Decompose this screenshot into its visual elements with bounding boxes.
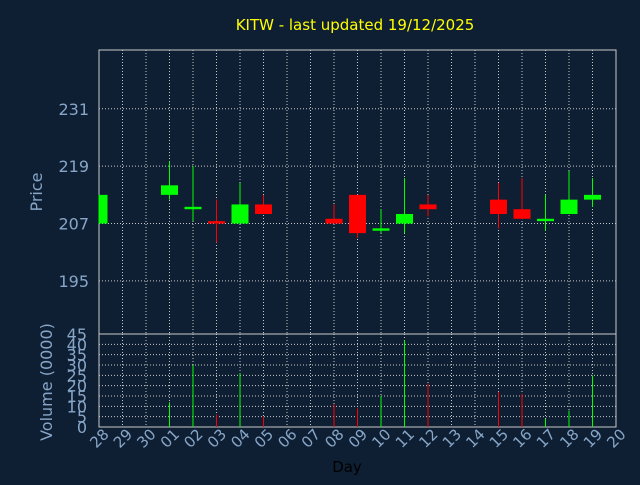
x-axis-label: Day [332,458,362,476]
price-tick-label: 195 [58,272,89,291]
candle-body [396,213,413,224]
volume-tick-label: 15 [67,387,87,406]
candle-body [372,228,390,231]
volume-tick-label: 20 [67,377,87,396]
candle-body [325,218,343,224]
volume-tick-label: 35 [67,346,87,365]
candle-body [184,206,202,210]
x-tick-label: 11 [392,425,418,451]
candle-body [490,199,507,214]
volume-axis-label: Volume (0000) [37,323,56,441]
x-tick-label: 08 [321,425,347,451]
volume-tick-label: 30 [67,356,87,375]
candle-body [231,204,249,224]
x-tick-label: 18 [556,425,582,451]
x-tick-label: 16 [509,425,535,451]
candle-body [349,194,366,234]
candle-body [99,194,108,224]
candles [98,161,601,243]
x-tick-label: 20 [603,425,629,451]
chart-title: KITW - last updated 19/12/2025 [236,16,475,34]
x-tick-label: 14 [462,425,488,451]
candle-body [537,218,554,222]
candle-body [419,204,437,210]
volume-tick-label: 0 [77,418,87,437]
x-tick-label: 10 [368,425,394,451]
price-tick-label: 207 [58,215,89,234]
candle-body [513,209,531,219]
volume-tick-label: 40 [67,335,87,354]
volume-tick-label: 25 [67,366,87,385]
x-tick-label: 06 [274,425,300,451]
x-tick-label: 02 [180,425,206,451]
price-tick-labels: 195 207 219 231 [58,100,89,291]
price-axis-label: Price [27,172,46,211]
x-tick-label: 17 [533,425,559,451]
volume-bars [169,340,593,427]
x-tick-label: 28 [86,425,112,451]
x-tick-label: 03 [204,425,230,451]
x-tick-label: 13 [439,425,465,451]
volume-tick-label: 45 [67,325,87,344]
candle-body [208,221,225,224]
x-tick-label: 30 [133,425,159,451]
x-tick-label: 09 [345,425,371,451]
x-tick-label: 19 [580,425,606,451]
price-tick-label: 219 [58,157,89,176]
x-tick-label: 15 [486,425,512,451]
x-tick-label: 05 [251,425,277,451]
candle-body [560,199,578,214]
x-tick-label: 01 [157,425,183,451]
candle-body [255,204,272,214]
candle-body [161,185,178,195]
price-tick-label: 231 [58,100,89,119]
x-tick-label: 04 [227,425,253,451]
volume-tick-label: 5 [77,408,87,427]
x-tick-label: 07 [298,425,324,451]
volume-tick-label: 10 [67,397,87,416]
x-tick-labels: 2829300102030405060708091011121314151617… [86,425,629,451]
x-tick-label: 12 [415,425,441,451]
grid-lines [99,50,616,427]
candle-body [584,194,601,200]
x-tick-label: 29 [110,425,136,451]
